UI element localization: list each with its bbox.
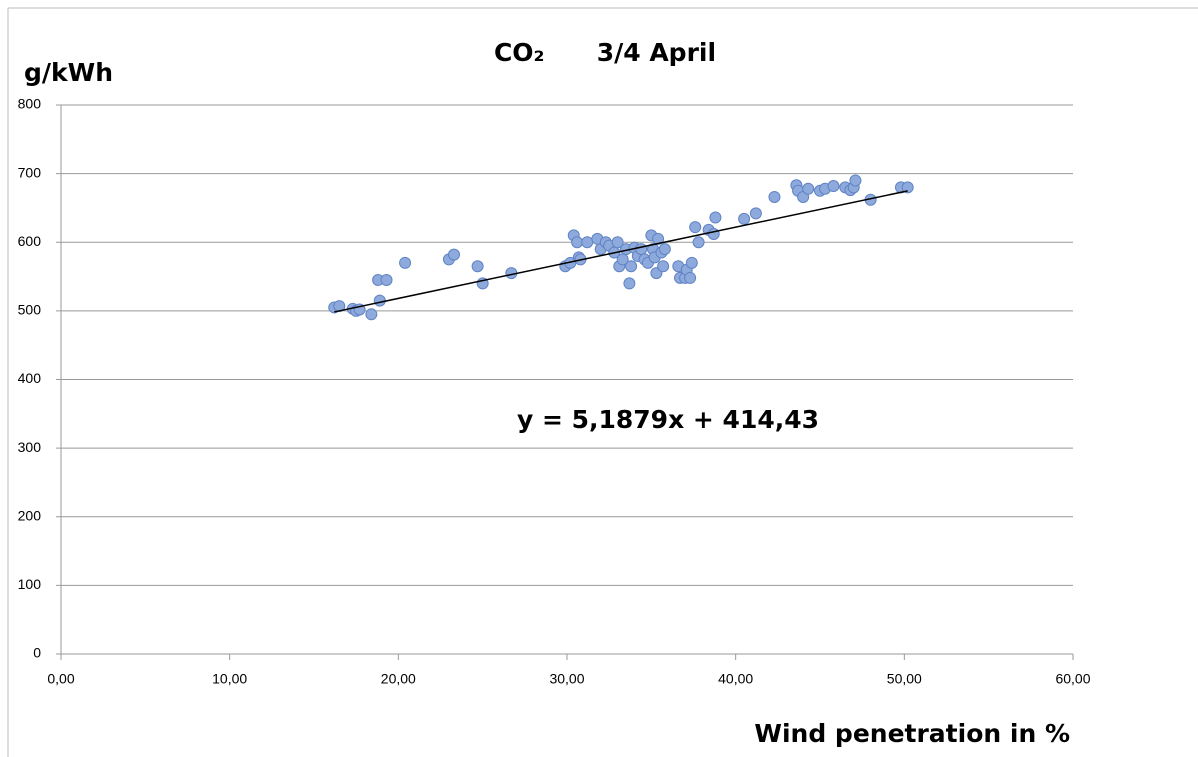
point bbox=[689, 221, 702, 234]
y-tick-label: 200 bbox=[18, 507, 42, 523]
y-tick-label: 0 bbox=[33, 645, 41, 661]
y-tick-label: 300 bbox=[18, 439, 42, 455]
point bbox=[373, 294, 386, 307]
point bbox=[684, 271, 697, 284]
point bbox=[692, 236, 705, 249]
chart-title: CO₂ 3/4 April bbox=[494, 38, 716, 67]
point bbox=[365, 308, 378, 321]
point bbox=[901, 181, 914, 194]
point bbox=[709, 211, 722, 224]
point bbox=[749, 207, 762, 220]
point bbox=[447, 248, 460, 261]
x-tick-label: 0,00 bbox=[47, 671, 74, 687]
point bbox=[827, 179, 840, 192]
point bbox=[611, 236, 624, 249]
point bbox=[380, 273, 393, 286]
point bbox=[849, 174, 862, 187]
point bbox=[802, 182, 815, 195]
x-tick-label: 10,00 bbox=[212, 671, 247, 687]
point bbox=[657, 260, 670, 273]
point bbox=[623, 277, 636, 290]
point bbox=[581, 236, 594, 249]
point bbox=[658, 243, 671, 256]
point bbox=[471, 260, 484, 273]
point bbox=[635, 243, 648, 256]
x-tick-label: 20,00 bbox=[381, 671, 416, 687]
point bbox=[685, 256, 698, 269]
y-tick-label: 800 bbox=[18, 96, 42, 112]
point bbox=[738, 212, 751, 225]
trend-equation: y = 5,1879x + 414,43 bbox=[517, 405, 819, 434]
point bbox=[571, 236, 584, 249]
point bbox=[625, 260, 638, 273]
y-tick-label: 700 bbox=[18, 164, 42, 180]
y-tick-label: 500 bbox=[18, 302, 42, 318]
x-axis-label: Wind penetration in % bbox=[754, 719, 1070, 748]
trendline bbox=[334, 190, 908, 313]
y-tick-label: 100 bbox=[18, 576, 42, 592]
point bbox=[768, 190, 781, 203]
x-tick-label: 30,00 bbox=[549, 671, 584, 687]
y-axis-label: g/kWh bbox=[24, 58, 113, 87]
point bbox=[707, 228, 720, 241]
point bbox=[399, 256, 412, 269]
x-tick-label: 60,00 bbox=[1055, 671, 1090, 687]
x-tick-label: 40,00 bbox=[718, 671, 753, 687]
y-tick-label: 600 bbox=[18, 233, 42, 249]
y-tick-label: 400 bbox=[18, 370, 42, 386]
x-tick-label: 50,00 bbox=[887, 671, 922, 687]
